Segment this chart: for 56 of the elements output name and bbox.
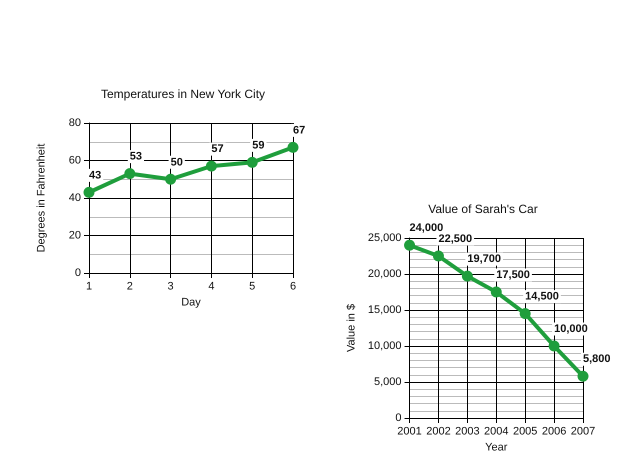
point xyxy=(520,308,531,320)
x-tick-label: 2003 xyxy=(455,426,480,438)
x-tick-label: 2 xyxy=(126,280,133,292)
data-label: 17,500 xyxy=(496,269,530,281)
data-label: 53 xyxy=(130,150,142,163)
data-label: 5,800 xyxy=(583,353,611,366)
data-label: 50 xyxy=(170,156,183,168)
data-label: 22,500 xyxy=(438,233,472,245)
point xyxy=(490,286,502,298)
data-label: 57 xyxy=(211,143,224,156)
data-label: 14,500 xyxy=(525,290,559,303)
x-tick-label: 2002 xyxy=(426,426,451,438)
x-tick-label: 1 xyxy=(86,280,92,292)
data-label: 59 xyxy=(252,139,264,152)
x-axis-title: Day xyxy=(181,296,202,308)
x-tick-label: 2001 xyxy=(397,426,422,438)
point xyxy=(246,156,258,168)
x-tick-label: 2007 xyxy=(570,426,596,438)
chart-title: Value of Sarah's Car xyxy=(428,202,538,216)
y-axis-title: Degrees in Fahrenheit xyxy=(36,144,48,252)
y-tick-label: 25,000 xyxy=(368,232,402,244)
y-tick-label: 0 xyxy=(74,267,81,279)
x-tick-label: 2004 xyxy=(484,426,509,438)
point xyxy=(404,240,416,251)
y-tick-label: 15,000 xyxy=(368,304,402,316)
data-label: 24,000 xyxy=(410,222,444,234)
x-tick-label: 4 xyxy=(208,280,214,292)
y-tick-label: 60 xyxy=(68,154,81,166)
data-label: 43 xyxy=(89,169,102,182)
x-tick-label: 6 xyxy=(290,280,296,292)
data-label: 10,000 xyxy=(554,323,588,335)
data-label: 67 xyxy=(293,124,306,136)
y-axis-title: Value in $ xyxy=(346,304,358,352)
x-tick-label: 5 xyxy=(249,280,256,292)
point xyxy=(84,186,94,198)
point xyxy=(432,250,444,262)
point xyxy=(206,160,217,172)
point xyxy=(124,168,136,180)
y-tick-label: 5,000 xyxy=(374,376,402,388)
point xyxy=(578,370,588,382)
point xyxy=(548,340,560,352)
y-tick-label: 80 xyxy=(68,117,81,129)
y-tick-label: 20 xyxy=(68,230,81,242)
chart-title: Temperatures in New York City xyxy=(100,87,266,101)
data-label: 19,700 xyxy=(467,253,502,266)
y-tick-label: 20,000 xyxy=(368,268,402,280)
point xyxy=(165,174,176,185)
x-tick-label: 2006 xyxy=(542,426,566,438)
x-tick-label: 3 xyxy=(168,280,174,292)
x-axis-title: Year xyxy=(485,441,508,454)
y-tick-label: 10,000 xyxy=(368,340,402,352)
point xyxy=(462,270,473,282)
y-tick-label: 0 xyxy=(395,412,402,424)
x-tick-label: 2005 xyxy=(512,426,538,438)
y-tick-label: 40 xyxy=(68,192,81,204)
point xyxy=(288,142,298,153)
